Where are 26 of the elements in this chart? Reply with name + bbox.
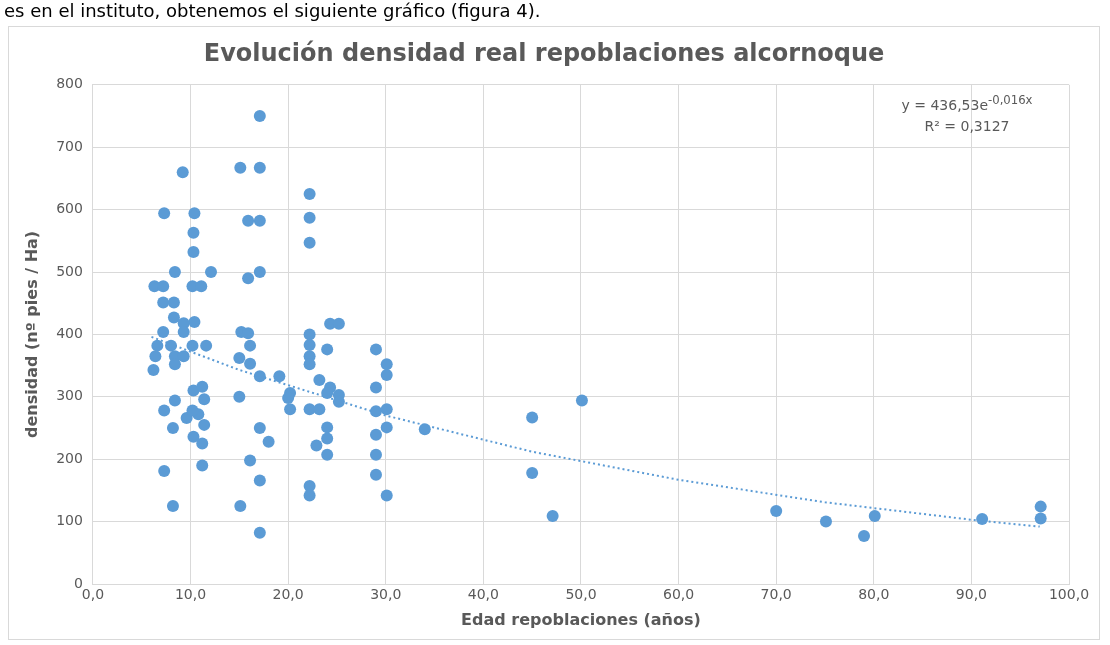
- annotation: y = 436,53e$^{-0,016x}$: [900, 91, 1034, 115]
- x-tick-label: 60,0: [662, 586, 695, 603]
- x-tick-label: 20,0: [272, 586, 304, 603]
- x-tick-label: 50,0: [565, 586, 597, 603]
- y-tick-label: 500: [56, 262, 83, 279]
- x-tick-label: 90,0: [955, 586, 987, 603]
- x-tick-label: 0,0: [81, 586, 105, 603]
- annotation: R² = 0,3127: [923, 117, 1011, 137]
- y-tick-label: 0: [74, 574, 83, 591]
- x-tick-label: 10,0: [174, 586, 207, 603]
- x-tick-label: 30,0: [370, 586, 402, 603]
- chart-title: Evolución densidad real repoblaciones alcornoque: [203, 38, 885, 67]
- x-tick-label: 70,0: [760, 586, 792, 603]
- y-axis-title: densidad (nº pies / Ha): [21, 230, 41, 438]
- x-tick-label: 40,0: [467, 586, 499, 603]
- y-tick-label: 200: [56, 449, 83, 466]
- x-axis-title: Edad repoblaciones (años): [461, 609, 701, 629]
- y-tick-label: 600: [56, 200, 83, 217]
- x-tick-label: 80,0: [858, 586, 890, 603]
- text: es en el instituto, obtenemos el siguiente gráfico (figura 4).: [3, 0, 542, 22]
- y-tick-label: 700: [56, 137, 83, 154]
- y-tick-label: 100: [56, 512, 83, 529]
- y-tick-label: 300: [56, 387, 83, 404]
- y-tick-label: 400: [56, 325, 83, 342]
- x-tick-label: 100,0: [1048, 586, 1090, 603]
- y-tick-label: 800: [56, 75, 83, 92]
